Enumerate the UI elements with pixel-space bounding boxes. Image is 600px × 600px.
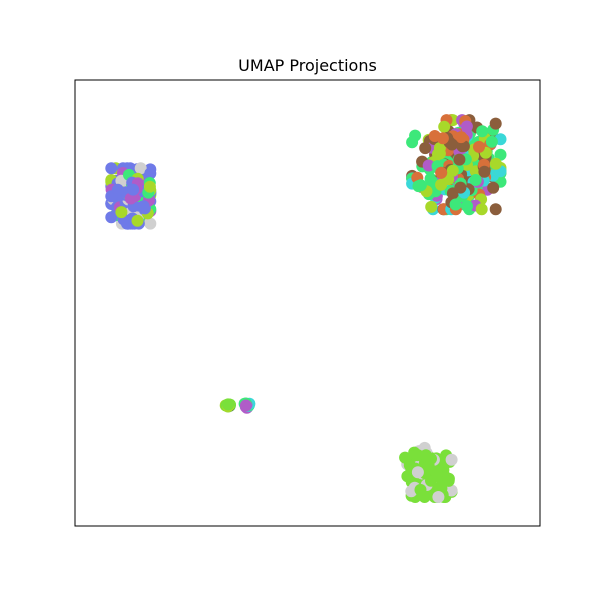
scatter-point xyxy=(435,166,448,179)
left-cluster xyxy=(105,162,157,230)
scatter-point xyxy=(461,200,473,213)
scatter-point xyxy=(475,203,488,216)
scatter-point xyxy=(489,117,502,130)
scatter-point xyxy=(432,491,445,503)
scatter-point xyxy=(454,181,467,194)
scatter-point xyxy=(425,200,438,213)
scatter-point xyxy=(127,183,140,196)
scatter-point xyxy=(478,165,491,178)
scatter-point xyxy=(473,140,485,153)
top-right-cluster xyxy=(406,114,507,216)
scatter-point xyxy=(489,203,502,216)
scatter-point xyxy=(445,484,458,497)
scatter-point xyxy=(494,148,507,161)
plot-frame xyxy=(74,79,541,527)
scatter-point xyxy=(411,466,424,479)
scatter-point xyxy=(414,483,427,496)
scatter-point xyxy=(405,485,418,498)
scatter-point xyxy=(453,153,466,166)
scatter-point xyxy=(144,167,157,180)
scatter-point xyxy=(406,136,419,149)
scatter-point xyxy=(134,162,147,175)
scatter-point xyxy=(469,174,482,186)
scatter-point xyxy=(414,179,427,192)
scatter-point xyxy=(137,200,150,213)
scatter-point xyxy=(105,211,118,224)
scatter-point xyxy=(433,147,446,160)
scatter-point xyxy=(485,135,498,148)
scatter-point xyxy=(111,183,124,196)
scatter-point xyxy=(489,157,502,170)
scatter-point xyxy=(131,214,144,227)
scatter-point xyxy=(239,399,252,412)
bottom-right-cluster xyxy=(399,441,458,503)
scatter-point xyxy=(445,453,458,466)
scatter-point xyxy=(144,217,157,230)
scatter-point xyxy=(460,120,473,133)
scatter-point xyxy=(449,198,462,211)
scatter-point xyxy=(419,142,432,155)
scatter-point xyxy=(115,206,128,219)
scatter-point xyxy=(222,398,234,411)
scatter-point xyxy=(456,140,469,153)
scatter-point xyxy=(455,131,468,144)
scatter-point xyxy=(425,452,437,465)
scatter-point xyxy=(436,132,449,145)
chart-title: UMAP Projections xyxy=(238,56,377,75)
small-cluster-a xyxy=(219,398,236,413)
scatter-point xyxy=(476,125,489,138)
scatter-point xyxy=(105,162,118,175)
scatter-point xyxy=(422,159,435,172)
scatter-point xyxy=(143,180,156,193)
scatter-point xyxy=(487,181,500,194)
scatter-points xyxy=(105,114,507,503)
scatter-point xyxy=(438,120,451,133)
small-cluster-b xyxy=(238,397,256,414)
